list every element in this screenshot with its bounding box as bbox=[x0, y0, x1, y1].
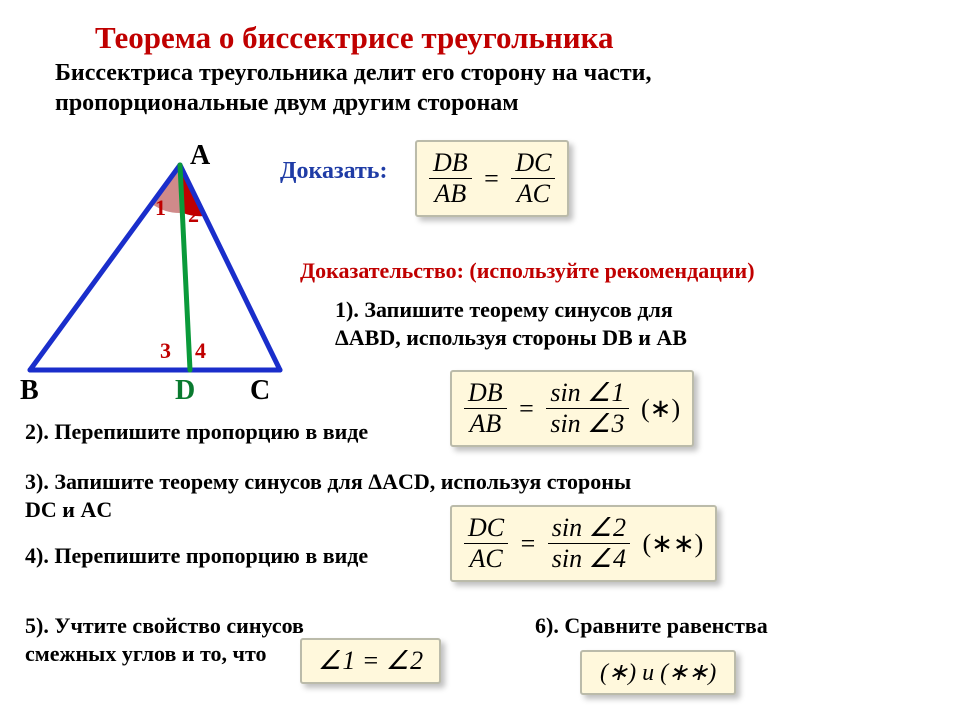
dstar-left-num: DC bbox=[464, 513, 508, 544]
formula-compare: (∗) и (∗∗) bbox=[580, 650, 736, 695]
step5-line1: 5). Учтите свойство синусов bbox=[25, 613, 304, 638]
step3-line1: 3). Запишите теорему синусов для ΔACD, и… bbox=[25, 469, 631, 494]
step-4: 4). Перепишите пропорцию в виде bbox=[25, 542, 368, 570]
dstar-left-den: AC bbox=[464, 544, 508, 574]
theorem-text: Биссектриса треугольника делит его сторо… bbox=[55, 58, 651, 118]
ang-eq-left: 1 bbox=[318, 646, 355, 675]
label-d: D bbox=[175, 375, 195, 407]
triangle-diagram: A B C D 1 2 3 4 bbox=[10, 140, 300, 410]
step-5: 5). Учтите свойство синусов смежных угло… bbox=[25, 612, 304, 667]
step1-line2: ΔABD, используя стороны DB и AB bbox=[335, 325, 687, 350]
main-left-num: DB bbox=[429, 148, 472, 179]
theorem-line2: пропорциональные двум другим сторонам bbox=[55, 90, 519, 116]
label-c: C bbox=[250, 375, 270, 407]
dstar-sin2-pre: sin bbox=[552, 513, 589, 542]
main-right-den: AC bbox=[511, 179, 555, 209]
angle-2-label: 2 bbox=[188, 202, 199, 228]
step5-line2: смежных углов и то, что bbox=[25, 641, 266, 666]
label-b: B bbox=[20, 375, 39, 407]
formula-main: DB AB = DC AC bbox=[415, 140, 569, 217]
step-2: 2). Перепишите пропорцию в виде bbox=[25, 418, 368, 446]
theorem-line1: Биссектриса треугольника делит его сторо… bbox=[55, 60, 651, 86]
angle-3-label: 3 bbox=[160, 338, 171, 364]
formula-star: DB AB = sin 1 sin 3 (∗) bbox=[450, 370, 694, 447]
star-angle3: 3 bbox=[587, 409, 624, 438]
dstar-tail: (∗∗) bbox=[636, 529, 703, 559]
step1-line1: 1). Запишите теорему синусов для bbox=[335, 297, 673, 322]
angle-1-label: 1 bbox=[155, 195, 166, 221]
star-tail: (∗) bbox=[635, 394, 680, 424]
proof-hint: Доказательство: (используйте рекомендаци… bbox=[300, 258, 755, 284]
dstar-angle2: 2 bbox=[589, 513, 626, 542]
main-left-den: AB bbox=[429, 179, 472, 209]
equals-sign: = bbox=[513, 394, 540, 424]
main-right-num: DC bbox=[511, 148, 555, 179]
dstar-angle4: 4 bbox=[589, 544, 626, 573]
angle-4-label: 4 bbox=[195, 338, 206, 364]
star-left-den: AB bbox=[464, 409, 507, 439]
ang-eq-right: 2 bbox=[386, 646, 423, 675]
diagram-svg bbox=[10, 140, 300, 410]
star-left-num: DB bbox=[464, 378, 507, 409]
page-title: Теорема о биссектрисе треугольника bbox=[95, 20, 614, 56]
compare-text: (∗) и (∗∗) bbox=[600, 660, 716, 686]
step-6: 6). Сравните равенства bbox=[535, 612, 768, 640]
star-angle1: 1 bbox=[587, 378, 624, 407]
star-sin3-pre: sin bbox=[550, 409, 587, 438]
label-a: A bbox=[190, 140, 210, 172]
dstar-sin4-pre: sin bbox=[552, 544, 589, 573]
formula-double-star: DC AC = sin 2 sin 4 (∗∗) bbox=[450, 505, 717, 582]
equals-sign: = bbox=[478, 164, 505, 194]
star-sin1-pre: sin bbox=[550, 378, 587, 407]
formula-angle-equality: 1 = 2 bbox=[300, 638, 441, 684]
ang-eq-mid: = bbox=[355, 646, 386, 675]
step-1: 1). Запишите теорему синусов для ΔABD, и… bbox=[335, 296, 687, 351]
step3-line2: DC и AC bbox=[25, 497, 112, 522]
equals-sign: = bbox=[515, 529, 542, 559]
